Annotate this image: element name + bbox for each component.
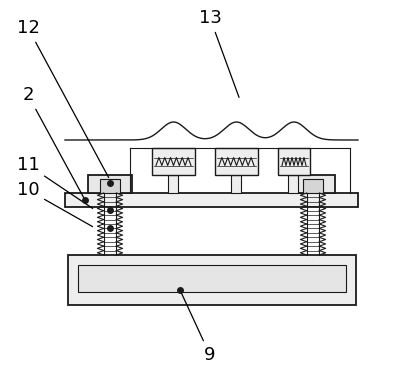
Text: 12: 12 xyxy=(16,19,109,177)
Bar xyxy=(68,255,356,305)
Bar xyxy=(168,175,178,193)
Text: 10: 10 xyxy=(17,181,93,226)
Bar xyxy=(100,179,120,193)
Bar xyxy=(152,148,195,175)
Bar xyxy=(78,265,346,292)
Bar xyxy=(231,175,241,193)
Text: 9: 9 xyxy=(181,292,216,364)
Bar xyxy=(303,179,323,193)
Bar xyxy=(291,175,335,193)
Bar xyxy=(215,148,258,175)
Bar xyxy=(278,148,310,175)
Bar xyxy=(288,175,298,193)
Text: 2: 2 xyxy=(22,86,84,198)
Text: 13: 13 xyxy=(199,9,239,98)
Bar xyxy=(65,193,358,207)
Text: 11: 11 xyxy=(16,156,93,209)
Bar xyxy=(88,175,132,193)
